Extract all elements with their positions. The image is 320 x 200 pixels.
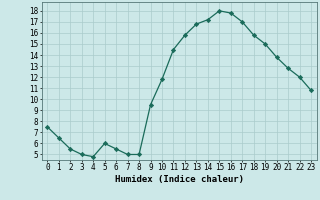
X-axis label: Humidex (Indice chaleur): Humidex (Indice chaleur) <box>115 175 244 184</box>
